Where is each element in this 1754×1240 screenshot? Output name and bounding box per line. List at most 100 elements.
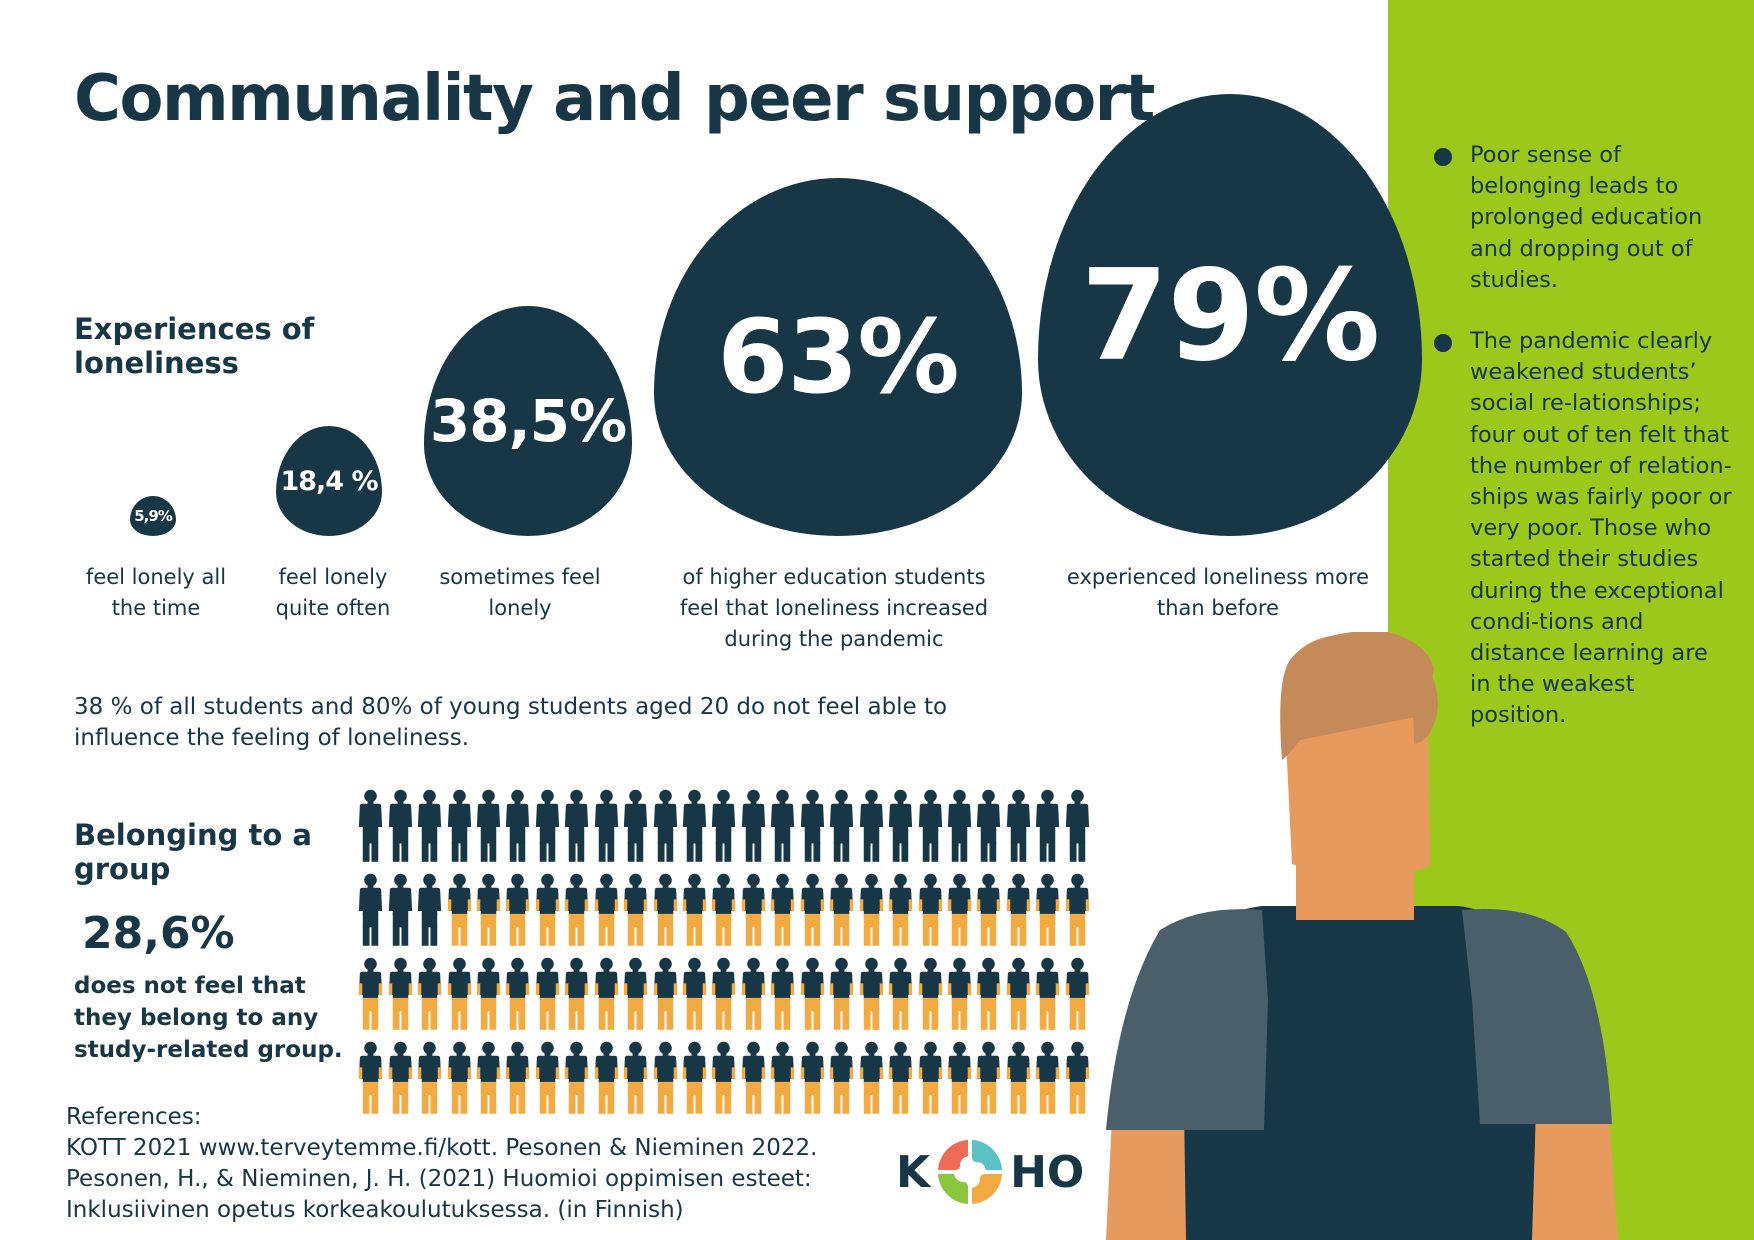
- person-icon-belongs: [447, 1041, 471, 1114]
- sidebar-bullet-text: Poor sense of belonging leads to prolong…: [1470, 142, 1703, 293]
- sidebar-bullet: Poor sense of belonging leads to prolong…: [1434, 140, 1734, 296]
- person-icon-no-group: [388, 873, 412, 946]
- person-icon-belongs: [947, 1041, 972, 1114]
- person-icon-no-group: [918, 789, 942, 862]
- person-icon-belongs: [859, 873, 883, 946]
- person-icon-no-group: [359, 873, 383, 946]
- person-icon-belongs: [741, 957, 766, 1030]
- person-pictogram-grid: [356, 788, 1092, 1116]
- person-icon-belongs: [918, 957, 942, 1030]
- references: References: KOTT 2021 www.terveytemme.fi…: [66, 1102, 886, 1226]
- person-icon-no-group: [506, 789, 530, 862]
- person-icon-belongs: [1065, 873, 1089, 946]
- person-icon-belongs: [653, 873, 677, 946]
- person-icon-belongs: [712, 957, 736, 1030]
- person-icon-no-group: [1065, 789, 1089, 862]
- reference-line: Inklusiivinen opetus korkeakoulutuksessa…: [66, 1197, 684, 1223]
- person-icon-belongs: [476, 1041, 501, 1114]
- stat-bubble-all-the-time: 5,9%: [130, 496, 176, 536]
- person-icon-belongs: [682, 957, 707, 1030]
- person-icon-belongs: [417, 1041, 442, 1114]
- right-sleeve: [1462, 908, 1612, 1124]
- stat-bubble-sometimes: 38,5%: [424, 306, 632, 536]
- person-icon-no-group: [535, 789, 559, 862]
- person-icon-belongs: [1065, 1041, 1089, 1114]
- person-icon-belongs: [1006, 957, 1030, 1030]
- person-icon-no-group: [800, 789, 824, 862]
- person-icon-belongs: [388, 1041, 412, 1114]
- logo-text-right: HO: [1010, 1146, 1085, 1198]
- person-icon-no-group: [565, 789, 589, 862]
- person-icon-belongs: [800, 873, 824, 946]
- person-icon-belongs: [1036, 957, 1060, 1030]
- person-icon-belongs: [771, 873, 795, 946]
- person-icon-belongs: [624, 957, 648, 1030]
- person-icon-no-group: [889, 789, 913, 862]
- person-icon-belongs: [1036, 873, 1060, 946]
- person-icon-no-group: [417, 789, 442, 862]
- belonging-value: 28,6%: [82, 908, 235, 959]
- sidebar-bullet-list: Poor sense of belonging leads to prolong…: [1434, 140, 1734, 762]
- person-icon-belongs: [594, 957, 618, 1030]
- person-icon-belongs: [977, 873, 1001, 946]
- person-icon-belongs: [682, 873, 707, 946]
- person-icon-belongs: [653, 1041, 677, 1114]
- person-icon-no-group: [859, 789, 883, 862]
- person-icon-belongs: [476, 957, 501, 1030]
- left-sleeve: [1106, 909, 1268, 1130]
- person-icon-belongs: [1036, 1041, 1060, 1114]
- reference-line: Pesonen, H., & Nieminen, J. H. (2021) Hu…: [66, 1166, 812, 1192]
- person-icon-belongs: [830, 873, 854, 946]
- person-icon-no-group: [624, 789, 648, 862]
- reference-line: KOTT 2021 www.terveytemme.fi/kott. Peson…: [66, 1135, 818, 1161]
- person-icon-no-group: [712, 789, 736, 862]
- loneliness-heading: Experiences of loneliness: [74, 312, 315, 380]
- person-icon-belongs: [830, 1041, 854, 1114]
- person-icon-belongs: [447, 957, 471, 1030]
- person-icon-belongs: [653, 957, 677, 1030]
- person-icon-belongs: [918, 873, 942, 946]
- person-icon-belongs: [535, 1041, 559, 1114]
- vest-back: [1182, 906, 1540, 1240]
- koho-logo: K HO: [896, 1136, 1084, 1208]
- stat-label-more-than-before: experienced loneliness more than before: [1066, 565, 1370, 620]
- person-icon-belongs: [889, 957, 913, 1030]
- person-icon-belongs: [1006, 873, 1030, 946]
- person-icon-belongs: [712, 1041, 736, 1114]
- person-icon-belongs: [889, 1041, 913, 1114]
- person-icon-belongs: [594, 1041, 618, 1114]
- person-icon-belongs: [594, 873, 618, 946]
- person-icon-no-group: [476, 789, 501, 862]
- person-icon-belongs: [506, 957, 530, 1030]
- person-icon-no-group: [359, 789, 383, 862]
- person-icon-belongs: [565, 957, 589, 1030]
- person-icon-belongs: [741, 1041, 766, 1114]
- person-icon-belongs: [624, 873, 648, 946]
- references-heading: References:: [66, 1104, 202, 1130]
- person-icon-no-group: [594, 789, 618, 862]
- person-icon-belongs: [977, 1041, 1001, 1114]
- person-icon-belongs: [388, 957, 412, 1030]
- person-icon-no-group: [388, 789, 412, 862]
- person-icon-no-group: [682, 789, 707, 862]
- stat-bubble-pandemic-increase: 63%: [654, 178, 1022, 536]
- person-icon-no-group: [653, 789, 677, 862]
- person-icon-belongs: [712, 873, 736, 946]
- person-icon-belongs: [771, 957, 795, 1030]
- sidebar-bullet: The pandemic clearly weakened students’ …: [1434, 326, 1734, 732]
- person-icon-belongs: [682, 1041, 707, 1114]
- belonging-heading: Belonging to a group: [74, 818, 312, 886]
- person-icon-belongs: [1065, 957, 1089, 1030]
- hair: [1280, 632, 1434, 760]
- person-icon-belongs: [565, 1041, 589, 1114]
- person-icon-belongs: [535, 957, 559, 1030]
- person-icon-belongs: [359, 957, 383, 1030]
- person-icon-belongs: [977, 957, 1001, 1030]
- person-icon-no-group: [977, 789, 1001, 862]
- person-icon-no-group: [741, 789, 766, 862]
- person-icon-belongs: [535, 873, 559, 946]
- person-icon-no-group: [771, 789, 795, 862]
- person-icon-belongs: [447, 873, 471, 946]
- person-icon-belongs: [417, 957, 442, 1030]
